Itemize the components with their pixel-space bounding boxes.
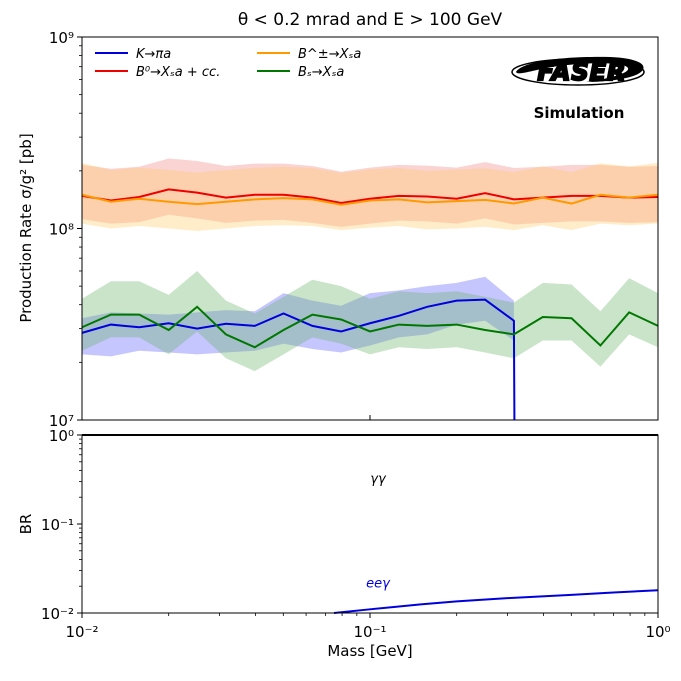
error-band-b0-xsa-cc-1 (82, 158, 658, 227)
y-tick-label-top: 10⁹ (49, 29, 74, 47)
y-tick-label-bottom: 10⁰ (49, 427, 74, 445)
top-y-axis-label: Production Rate σ/g² [pb] (17, 133, 35, 322)
x-tick-label: 10⁰ (645, 623, 670, 641)
bottom-y-axis-label: BR (17, 514, 35, 535)
error-band-k-a-0 (82, 276, 514, 357)
x-tick-label: 10⁻² (65, 623, 98, 641)
top-panel: 10⁷ 10⁸ 10⁹ Production Rate σ/g² [pb] K→πa… (17, 29, 659, 430)
x-axis-label: Mass [GeV] (327, 642, 412, 660)
legend-entry-bs-xs-a: Bₛ→Xₛa (257, 65, 344, 80)
y-tick-label-top: 10⁸ (49, 221, 74, 239)
legend-label-b0-xs-a: B⁰→Xₛa + cc. (136, 65, 220, 80)
bottom-series-labels: γγ eeγ (366, 472, 391, 592)
faser-logo-ellipse (511, 58, 645, 86)
faser-logo-swoosh (516, 56, 644, 82)
legend-label-bs-xs-a: Bₛ→Xₛa (298, 65, 344, 80)
legend-entry-k-pi-a: K→πa (95, 47, 171, 62)
br-label-series-0: γγ (370, 472, 387, 487)
x-tick-label: 10⁻¹ (353, 623, 386, 641)
br-line-ee-1 (333, 589, 659, 614)
chart-title: θ < 0.2 mrad and E > 100 GeV (238, 10, 503, 30)
error-band-b-xsa-2 (82, 162, 658, 232)
faser-logo: FASER Simulation (511, 56, 645, 122)
top-axis-ticks: 10⁷ 10⁸ 10⁹ (49, 29, 659, 430)
faser-logo-wordmark: FASER (537, 58, 626, 86)
y-tick-label-top: 10⁷ (49, 412, 74, 430)
simulation-caption: Simulation (534, 104, 625, 122)
bottom-panel: 10⁻² 10⁻¹ 10⁰ 10⁻² 10⁻¹ 10⁰ γγ eeγ BR Mass [Ge… (17, 427, 671, 660)
error-band-bs-xsa-3 (82, 270, 658, 372)
y-tick-label-bottom: 10⁻¹ (41, 516, 74, 534)
legend-entry-b0-xs-a: B⁰→Xₛa + cc. (95, 65, 220, 80)
br-label-ee-1: eeγ (366, 577, 391, 592)
legend-label-k-pi-a: K→πa (136, 47, 171, 62)
legend: K→πa B⁰→Xₛa + cc. B^±→Xₛa Bₛ→Xₛa (95, 47, 361, 80)
bottom-axis-ticks: 10⁻² 10⁻¹ 10⁰ 10⁻² 10⁻¹ 10⁰ (41, 427, 671, 641)
legend-label-bpm-xs-a: B^±→Xₛa (298, 47, 361, 62)
top-series-lines (81, 188, 659, 421)
legend-entry-bpm-xs-a: B^±→Xₛa (257, 47, 361, 62)
y-tick-label-bottom: 10⁻² (41, 605, 74, 623)
